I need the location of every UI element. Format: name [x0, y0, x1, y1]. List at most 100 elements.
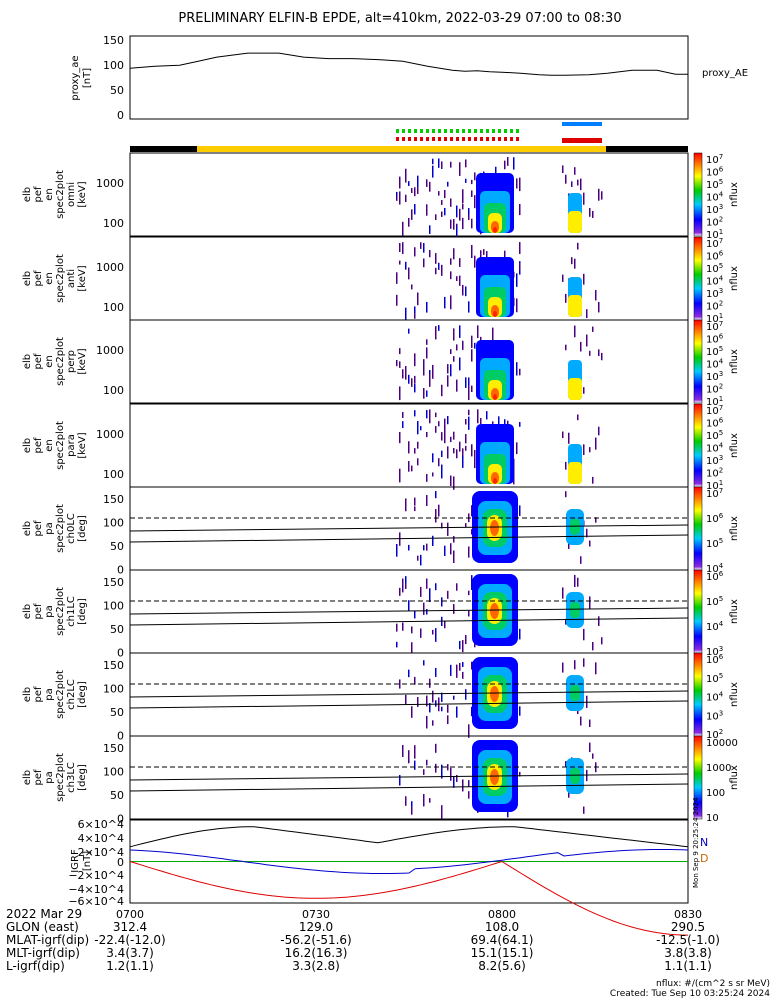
spectrogram-ylabel: elb	[22, 271, 33, 286]
spectrogram-ylabel: pef	[33, 769, 44, 786]
igrf-blue-line	[129, 849, 689, 874]
spectrogram-panel-perp: elb pef en spec2plot perp [keV] 10001001071061…	[22, 319, 740, 408]
orbit-label-mlt: MLT-igrf(dip)	[6, 946, 80, 960]
colorbar-tick: 102	[706, 467, 723, 480]
zone-bar-yellow	[197, 146, 606, 152]
spectrogram-cells	[396, 157, 603, 237]
spectrogram-panels: elb pef en spec2plot omni [keV] 10001001071061…	[22, 152, 740, 826]
orbit-label-glon: GLON (east)	[6, 920, 79, 934]
orbit-label-date: 2022 Mar 29	[6, 907, 82, 921]
igrf-ytick: 6×10^4	[78, 818, 124, 831]
x-tick: 0830	[674, 908, 702, 921]
colorbar-tick: 105	[706, 672, 723, 685]
spectrogram-ylabel: pef	[33, 437, 44, 454]
colorbar-tick: 103	[706, 203, 723, 216]
colorbar-label: nflux	[729, 682, 740, 707]
proxy-ae-ytick: 0	[117, 109, 124, 122]
spectrogram-ylabel: spec2plot	[55, 254, 66, 303]
colorbar-tick: 103	[706, 370, 723, 383]
proxy-ae-legend: proxy_AE	[702, 68, 748, 79]
colorbar-tick: 102	[706, 383, 723, 396]
spectrogram-ylabel: spec2plot	[55, 670, 66, 719]
spectrogram-ylabel: elb	[22, 521, 33, 536]
spectrogram-ylabel: pef	[33, 353, 44, 370]
orbit-label-mlat: MLAT-igrf(dip)	[6, 933, 89, 947]
orbit-value: -12.5(-1.0)	[656, 933, 720, 947]
colorbar-tick: 106	[706, 250, 724, 263]
spectrogram-ylabel: [keV]	[77, 432, 88, 458]
colorbar-label: nflux	[729, 182, 740, 207]
igrf-legend-n: N	[700, 836, 708, 849]
orbit-value: 8.2(5.6)	[478, 959, 526, 973]
colorbar-tick: 104	[706, 191, 724, 204]
spectrogram-ylabel: en	[44, 355, 55, 368]
colorbar	[693, 152, 703, 237]
igrf-total-line	[129, 826, 689, 848]
science-zone-bars	[130, 122, 688, 152]
colorbar	[693, 652, 703, 737]
proxy-ae-ylabel-2: [nT]	[82, 68, 93, 88]
spectrogram-ylabel: en	[44, 188, 55, 201]
colorbar	[693, 569, 703, 654]
x-tick: 0730	[302, 908, 330, 921]
colorbar-tick: 102	[706, 216, 723, 229]
x-tick: 0700	[116, 908, 144, 921]
spectrogram-ytick: 100	[103, 600, 124, 613]
igrf-ytick: 0	[117, 856, 124, 869]
spectrogram-ytick: 1000	[96, 344, 124, 357]
igrf-ytick: −4×10^4	[68, 883, 124, 896]
colorbar-label: nflux	[729, 433, 740, 458]
spectrogram-ytick: 1000	[96, 177, 124, 190]
colorbar-tick: 103	[706, 287, 723, 300]
spectrogram-ytick: 100	[103, 766, 124, 779]
igrf-ytick: −2×10^4	[68, 869, 124, 882]
orbit-value: 16.2(16.3)	[285, 946, 348, 960]
colorbar-tick: 107	[706, 237, 723, 250]
x-tick: 0800	[488, 908, 516, 921]
spectrogram-ytick: 0	[117, 813, 124, 826]
spectrogram-ylabel: pa	[44, 605, 55, 617]
spectrogram-ylabel: [deg]	[77, 681, 88, 708]
spectrogram-ytick: 150	[103, 576, 124, 589]
spectrogram-ylabel: spec2plot	[55, 421, 66, 470]
igrf-ylabel-1: IGRF	[70, 849, 81, 873]
spectrogram-ylabel: omni	[66, 182, 77, 207]
spectrogram-ylabel: [deg]	[77, 598, 88, 625]
colorbar-tick: 105	[706, 595, 723, 608]
spectrogram-ylabel: ch0LC	[66, 513, 77, 544]
zone-bar-black	[606, 146, 688, 152]
colorbar-tick: 103	[706, 709, 723, 722]
colorbar-label: nflux	[729, 765, 740, 790]
colorbar-tick: 102	[706, 300, 723, 313]
spectrogram-cells	[396, 325, 603, 401]
spectrogram-frame	[129, 152, 689, 237]
colorbar-label: nflux	[729, 266, 740, 291]
proxy-ae-ytick: 100	[103, 59, 124, 72]
colorbar	[693, 486, 703, 571]
colorbar	[693, 236, 703, 321]
orbit-value: 108.0	[485, 920, 519, 934]
side-note: Mon Sep 9 20:25:24 2024	[692, 797, 700, 888]
orbit-value: 1.2(1.1)	[106, 959, 154, 973]
spectrogram-ylabel: elb	[22, 604, 33, 619]
colorbar-tick: 107	[706, 320, 723, 333]
colorbar-tick: 104	[706, 358, 724, 371]
spectrogram-cells	[399, 409, 600, 490]
colorbar-tick: 106	[706, 417, 724, 430]
igrf-ytick: 2×10^4	[78, 846, 124, 859]
spectrogram-ylabel: spec2plot	[55, 170, 66, 219]
proxy-ae-frame	[129, 35, 689, 120]
colorbar-tick: 100	[706, 788, 725, 799]
colorbar-tick: 106	[706, 570, 724, 583]
zone-bar-red	[562, 138, 602, 143]
spectrogram-ytick: 50	[110, 623, 124, 636]
proxy-ae-line	[129, 52, 688, 76]
spectrogram-ylabel: [keV]	[77, 265, 88, 291]
spectrogram-ylabel: spec2plot	[55, 587, 66, 636]
spectrogram-ylabel: [keV]	[77, 348, 88, 374]
spectrogram-ylabel: elb	[22, 354, 33, 369]
spectrogram-ylabel: anti	[66, 269, 77, 288]
colorbar-tick: 104	[706, 275, 724, 288]
spectrogram-ytick: 150	[103, 742, 124, 755]
